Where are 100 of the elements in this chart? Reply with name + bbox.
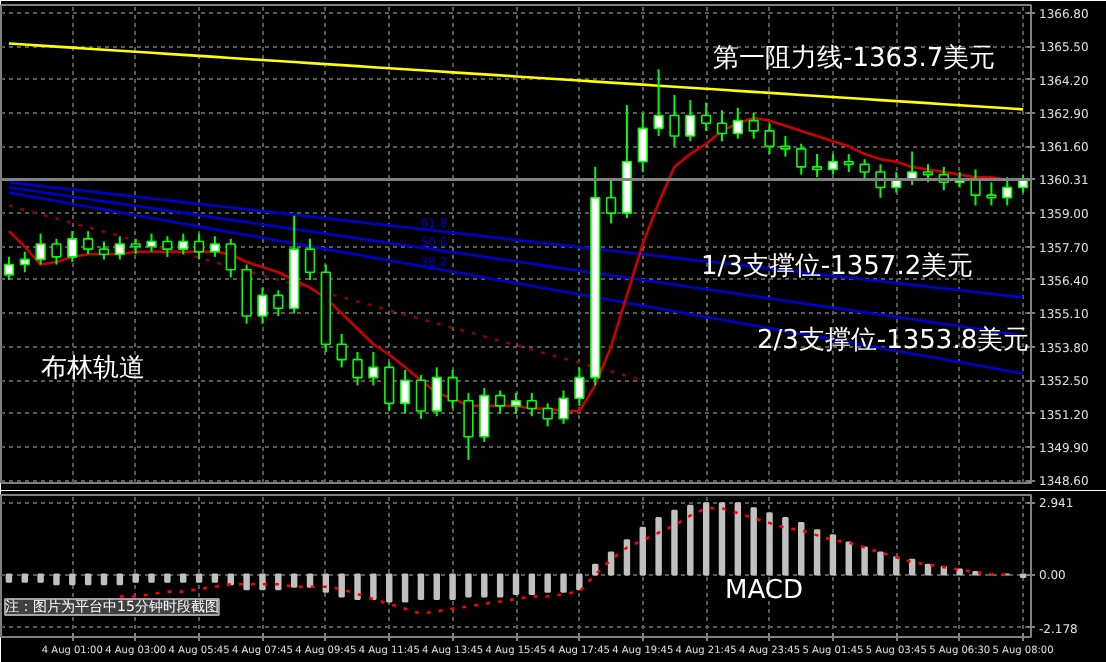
candlestick [669,93,680,148]
candlestick [526,392,537,418]
bar [449,573,456,600]
bar [813,529,821,576]
candlestick [479,386,490,443]
candlestick [796,142,807,176]
bar [116,573,124,586]
bar [623,539,631,576]
bar [401,573,409,603]
candlestick [780,135,791,158]
candlestick [447,368,458,410]
bar [496,573,504,598]
bar [290,573,298,588]
bar [702,502,710,576]
bar [84,573,92,586]
bar [718,502,726,576]
bar [37,573,44,583]
bar [386,573,393,603]
bar [782,517,789,576]
bar [100,573,108,586]
candlestick [653,68,664,138]
bar [195,573,203,583]
candlestick [83,230,94,256]
candlestick [304,237,316,281]
bar [148,573,155,583]
bar [211,573,219,583]
bar [893,556,900,576]
bar [5,573,13,583]
candlestick [19,250,30,274]
candlestick [51,237,62,266]
bar [354,573,361,600]
bar [370,573,377,600]
candlestick [399,368,411,415]
candlestick [463,392,474,461]
candlestick [811,153,823,179]
candlestick [542,402,553,428]
candlestick [495,389,506,415]
bar [544,573,551,593]
bar [180,573,187,583]
bar [53,573,60,586]
candlestick [209,235,221,258]
bar [734,502,742,576]
bar [750,507,757,576]
candlestick [178,232,189,256]
line-series [118,506,1009,615]
candlestick [384,361,395,413]
bar [607,551,615,576]
candlestick [415,374,427,420]
candlestick [273,289,284,317]
candlestick [431,366,442,418]
bar [639,526,646,576]
bar [465,573,472,598]
bar [845,541,852,576]
annotation: 布林轨道 [41,354,145,384]
bar [671,509,678,576]
candlestick [162,235,173,258]
bar [512,573,520,596]
bar [338,573,345,598]
bar [164,573,171,583]
candlestick [3,255,15,281]
candlestick [716,109,728,143]
candlestick [241,263,252,325]
bar [21,573,28,583]
candlestick [574,366,585,407]
bar [687,504,694,576]
candlestick [352,350,363,387]
candlestick [986,181,997,207]
bar [766,512,773,576]
bar [69,573,76,586]
bar [132,573,139,583]
bar [528,573,536,596]
candlestick [114,235,125,261]
candlestick [368,350,379,387]
candlestick [336,332,347,369]
bar [861,546,868,576]
candlestick [257,286,268,325]
candlestick [701,101,712,132]
candlestick [67,230,78,263]
bar [956,568,963,576]
candlestick [732,106,743,140]
candlestick [827,153,839,176]
bar [655,517,662,576]
bar [417,573,425,600]
candlestick [637,111,648,174]
candlestick [1002,176,1013,207]
bar [829,534,837,576]
candlestick [193,232,205,261]
bar [798,521,805,576]
bar [259,573,266,591]
annotation: MACD [725,576,803,606]
candlestick [35,232,46,266]
bar [576,573,583,591]
candlestick [970,168,981,207]
bar [560,573,567,593]
candlestick [605,178,617,225]
candlestick [558,389,569,425]
bar [306,573,314,588]
candlestick [859,158,870,181]
candlestick [510,392,522,415]
line-series [7,42,1025,111]
